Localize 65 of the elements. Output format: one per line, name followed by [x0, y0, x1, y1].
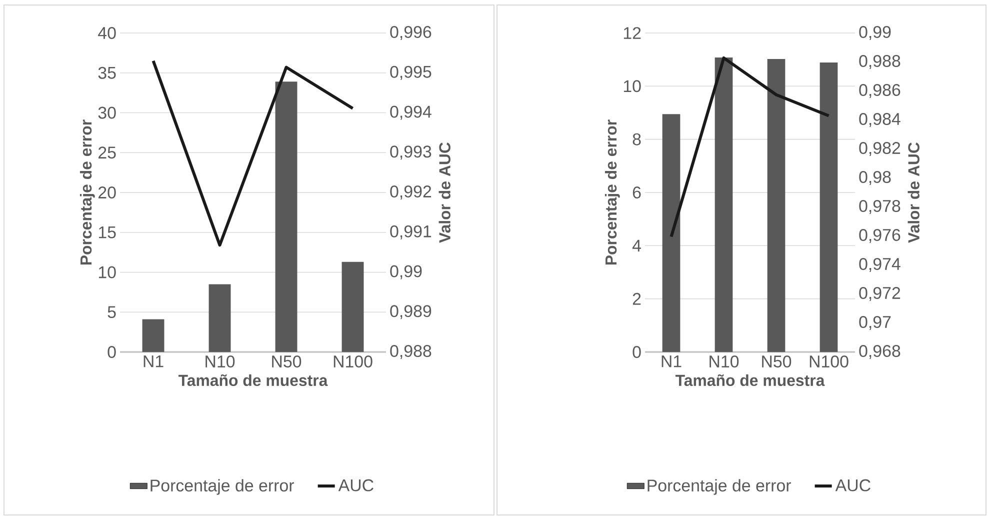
y-tick-label: 12: [624, 27, 641, 39]
y-tick-label: 35: [98, 66, 116, 79]
y2-tick-label: 0,972: [859, 286, 900, 301]
y-tick-label: 6: [632, 186, 641, 198]
y-tick-label: 8: [632, 133, 641, 146]
x-tick-label: N1: [144, 356, 164, 368]
y-tick-label: 5: [108, 306, 116, 318]
bar: [208, 284, 231, 352]
x-axis-title: Tamaño de muestra: [178, 374, 328, 386]
line-series: [670, 56, 830, 238]
y2-tick-label: 0,97: [859, 316, 891, 330]
y-tick-label: 25: [98, 146, 116, 159]
y2-tick-label: 0,993: [390, 146, 432, 160]
bar: [714, 57, 733, 352]
legend-label: Porcentaje de error: [150, 479, 294, 495]
x-tick-label: N1: [662, 356, 682, 368]
y2-tick-label: 0,99: [390, 265, 422, 280]
y2-tick-label: 0,982: [859, 142, 900, 156]
y2-tick-label: 0,992: [390, 185, 432, 200]
x-axis-title: Tamaño de muestra: [675, 374, 825, 386]
x-tick-label: N10: [206, 356, 235, 368]
y2-tick-label: 0,989: [390, 305, 432, 320]
y2-tick-label: 0,978: [859, 200, 900, 214]
legend-label: AUC: [835, 479, 870, 492]
legend-label: AUC: [338, 479, 374, 492]
legend-label: Porcentaje de error: [648, 479, 792, 495]
y-tick-label: 10: [624, 80, 641, 92]
y-axis-title: Porcentaje de error: [80, 120, 95, 265]
bar: [142, 319, 164, 352]
y2-tick-label: 0,974: [859, 258, 900, 272]
y2-tick-label: 0,995: [390, 66, 432, 80]
x-tick-label: N50: [272, 356, 302, 368]
y-tick-label: 30: [98, 106, 116, 119]
x-tick-label: N100: [810, 356, 848, 368]
y-tick-label: 2: [632, 292, 641, 305]
bar: [342, 262, 364, 352]
y-tick-label: 4: [632, 240, 641, 252]
y2-tick-label: 0,99: [859, 26, 891, 40]
y-tick-label: 20: [98, 186, 116, 198]
bar: [662, 114, 680, 352]
y2-tick-label: 0,996: [390, 26, 432, 40]
x-tick-label: N100: [334, 356, 372, 368]
y-tick-label: 0: [108, 346, 116, 358]
y2-tick-label: 0,994: [390, 106, 432, 120]
y2-tick-label: 0,976: [859, 228, 900, 243]
bar: [275, 82, 298, 352]
y-tick-label: 0: [632, 346, 641, 358]
y-tick-label: 15: [98, 226, 116, 238]
y2-axis-title: Valor de AUC: [908, 142, 920, 243]
y2-tick-label: 0,984: [859, 112, 900, 127]
y-tick-label: 10: [98, 266, 116, 278]
y2-tick-label: 0,988: [859, 54, 900, 69]
x-tick-label: N10: [710, 356, 739, 368]
x-tick-label: N50: [762, 356, 792, 368]
y-tick-label: 40: [98, 26, 116, 39]
y2-tick-label: 0,968: [859, 344, 900, 359]
y2-axis-title: Valor de AUC: [438, 142, 450, 243]
y2-tick-label: 0,98: [859, 170, 891, 185]
y-axis-title: Porcentaje de error: [604, 120, 620, 265]
y2-tick-label: 0,988: [390, 344, 432, 359]
bar: [820, 62, 838, 352]
bar: [767, 59, 786, 352]
y2-tick-label: 0,991: [390, 225, 432, 240]
line-series: [152, 59, 354, 247]
y2-tick-label: 0,986: [859, 84, 900, 98]
